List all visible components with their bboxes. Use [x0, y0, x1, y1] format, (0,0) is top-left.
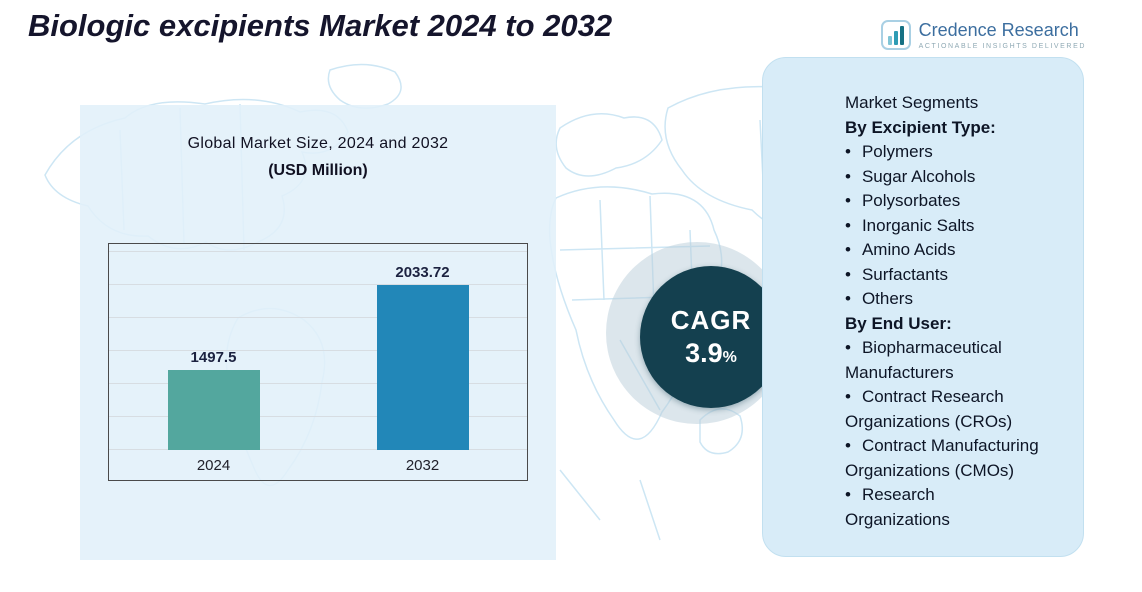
bar-value-label: 1497.5 — [190, 349, 237, 367]
chart-subtitle: (USD Million) — [268, 162, 368, 179]
segment-item: Polysorbates — [845, 189, 1041, 214]
logo-tagline: Actionable Insights Delivered — [918, 43, 1086, 50]
logo: Credence Research Actionable Insights De… — [880, 20, 1086, 50]
bar-value-label: 2033.72 — [395, 263, 450, 281]
bar-column-2032: 2033.72 — [376, 250, 469, 450]
page-title: Biologic excipients Market 2024 to 2032 — [28, 8, 613, 43]
segment-item: Amino Acids — [845, 238, 1041, 263]
segment-item: Polymers — [845, 140, 1041, 165]
logo-bars-icon — [880, 20, 911, 50]
category-labels: 2024 2032 — [109, 450, 527, 480]
chart-panel: Global Market Size, 2024 and 2032 (USD M… — [80, 105, 556, 560]
segment-item: Contract Manufacturing Organizations (CM… — [845, 434, 1041, 483]
chart-title: Global Market Size, 2024 and 2032 — [187, 135, 449, 152]
segment-item: Biopharmaceutical Manufacturers — [845, 336, 1041, 385]
segment-item: Research Organizations — [845, 483, 1041, 532]
cagr-value: 3.9% — [685, 338, 737, 368]
segment-item: Sugar Alcohols — [845, 165, 1041, 190]
plot-area: 1497.5 2033.72 — [109, 250, 527, 450]
segment-item: Contract Research Organizations (CROs) — [845, 385, 1041, 434]
logo-text: Credence Research Actionable Insights De… — [919, 20, 1086, 50]
cagr-badge: CAGR 3.9% — [640, 266, 782, 408]
segment-group-heading: By End User: — [845, 313, 952, 333]
bar-2032 — [376, 284, 469, 450]
bar-chart: 1497.5 2033.72 2024 2032 — [108, 243, 528, 481]
cagr-label: CAGR — [670, 305, 752, 335]
logo-name: Credence Research — [918, 20, 1079, 40]
segments-content: By Excipient Type: PolymersSugar Alcohols… — [845, 116, 1041, 533]
segment-item: Inorganic Salts — [845, 214, 1041, 239]
segment-item: Surfactants — [845, 263, 1041, 288]
bar-2024 — [167, 370, 260, 450]
segments-title: Market Segments — [845, 93, 979, 112]
market-segments-panel: Market Segments By Excipient Type: Polyme… — [762, 57, 1084, 557]
bar-column-2024: 1497.5 — [167, 250, 260, 450]
category-label: 2024 — [196, 456, 231, 474]
segment-item: Others — [845, 287, 1041, 312]
segment-group-heading: By Excipient Type: — [845, 117, 996, 137]
category-label: 2032 — [405, 456, 440, 474]
